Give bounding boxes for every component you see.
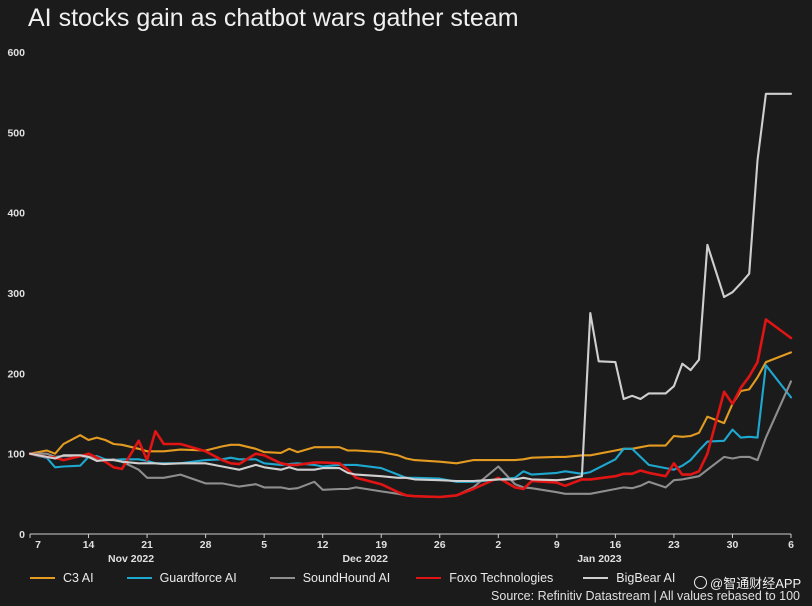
legend-item: Guardforce AI (126, 571, 237, 585)
y-tick-label: 500 (7, 127, 25, 139)
source-note: Source: Refinitiv Datastream | All value… (491, 589, 800, 603)
x-tick-label: 12 (317, 539, 329, 551)
y-tick-label: 100 (7, 449, 25, 461)
x-tick-label: 16 (610, 539, 622, 551)
watermark: @智通财经APP (694, 573, 801, 592)
x-tick-label: 19 (375, 539, 387, 551)
legend-label: SoundHound AI (302, 571, 391, 585)
chart-title: AI stocks gain as chatbot wars gather st… (28, 4, 519, 32)
x-tick-label: 2 (495, 539, 501, 551)
x-tick-label: 26 (434, 539, 446, 551)
legend-swatch (583, 577, 609, 579)
legend-item: BigBear AI (583, 571, 675, 585)
series-line-foxo-technologies (28, 318, 793, 499)
y-tick-label: 600 (7, 47, 25, 59)
legend-label: Foxo Technologies (449, 571, 554, 585)
axes: 0 100 200 300 400 500 600 7 14 21 28 5 12 19 26 2 9 16 23 3… (7, 47, 794, 565)
x-tick-label: 28 (200, 539, 212, 551)
series-lines (28, 92, 793, 499)
series-line-c3-ai (28, 351, 793, 465)
legend-swatch (416, 577, 442, 579)
legend-swatch (126, 577, 152, 579)
x-tick-label: 6 (788, 539, 794, 551)
legend-item: C3 AI (30, 571, 94, 585)
y-tick-label: 200 (7, 368, 25, 380)
legend-label: C3 AI (63, 571, 94, 585)
watermark-text: @智通财经APP (710, 576, 802, 591)
legend-label: Guardforce AI (159, 571, 237, 585)
x-tick-label: 30 (727, 539, 739, 551)
legend-label: BigBear AI (616, 571, 676, 585)
month-label: Jan 2023 (577, 553, 622, 565)
x-tick-label: 7 (35, 539, 41, 551)
legend-item: SoundHound AI (269, 571, 391, 585)
x-tick-label: 21 (141, 539, 153, 551)
y-tick-label: 400 (7, 208, 25, 220)
x-tick-label: 9 (554, 539, 560, 551)
watermark-logo-icon (694, 576, 707, 589)
month-label: Nov 2022 (108, 553, 154, 565)
x-tick-label: 5 (261, 539, 267, 551)
y-tick-label: 0 (19, 529, 25, 541)
y-tick-label: 300 (7, 288, 25, 300)
legend-swatch (269, 577, 295, 579)
legend: C3 AI Guardforce AI SoundHound AI Foxo Tech… (30, 569, 703, 587)
x-tick-label: 14 (83, 539, 95, 551)
legend-swatch (30, 577, 55, 579)
month-label: Dec 2022 (342, 553, 388, 565)
x-tick-label: 23 (668, 539, 680, 551)
series-line-bigbear-ai (28, 92, 793, 483)
legend-item: Foxo Technologies (416, 571, 553, 585)
